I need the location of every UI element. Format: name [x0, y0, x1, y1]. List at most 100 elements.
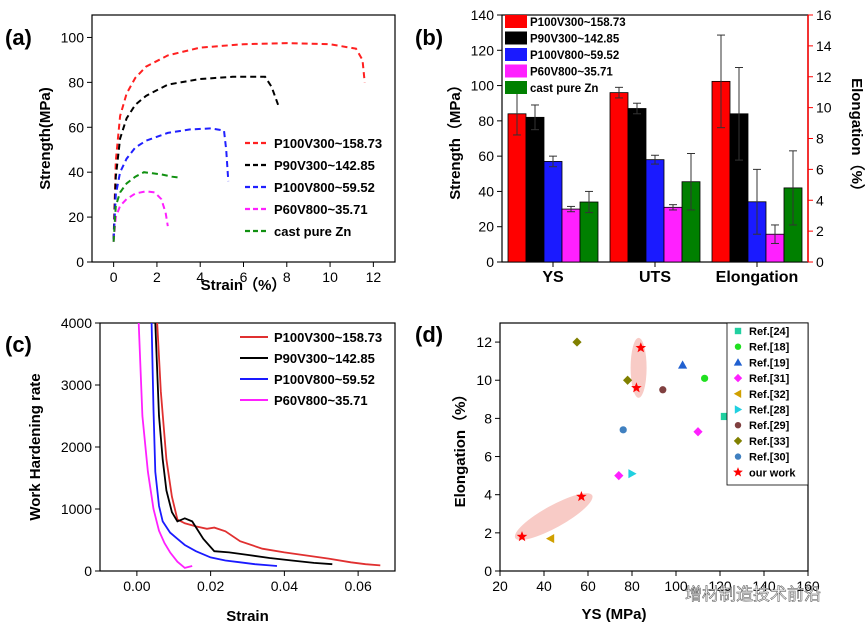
y-tick-label: 4 — [484, 487, 492, 503]
y-tick-label: 6 — [484, 449, 492, 465]
data-point — [614, 471, 624, 481]
y-axis-label: Strength（MPa） — [446, 77, 464, 200]
y-tick-label: 3000 — [61, 377, 92, 393]
data-point — [619, 426, 627, 434]
x-tick-label: 40 — [536, 578, 552, 594]
series-line — [156, 322, 381, 567]
y-tick-label: 140 — [471, 7, 495, 23]
legend-label: P100V800~59.52 — [530, 50, 619, 62]
x-tick-label: YS — [542, 269, 564, 286]
legend-label: P100V300~158.73 — [274, 330, 382, 345]
x-axis-label: YS (MPa) — [581, 606, 646, 623]
legend-swatch — [734, 453, 742, 460]
legend-label: P100V300~158.73 — [274, 136, 382, 151]
legend-label: P100V800~59.52 — [274, 372, 375, 387]
series-line — [112, 127, 230, 240]
legend-label: P90V300~142.85 — [274, 351, 375, 366]
highlight-ellipse — [514, 493, 593, 541]
x-tick-label: Elongation — [716, 269, 799, 286]
y-tick-label: 80 — [478, 113, 494, 129]
x-tick-label: 6 — [240, 269, 248, 285]
x-tick-label: 0.00 — [123, 578, 150, 594]
panel-label: (b) — [415, 25, 443, 50]
highlight-ellipse — [630, 337, 647, 398]
legend-label: cast pure Zn — [274, 224, 351, 239]
data-point — [720, 412, 728, 421]
y-axis-label: Work Hardening rate — [27, 373, 44, 520]
legend-swatch — [733, 373, 743, 383]
legend-swatch — [505, 31, 527, 45]
x-tick-label: UTS — [639, 269, 671, 286]
series-line — [137, 322, 193, 569]
x-tick-label: 4 — [196, 269, 204, 285]
bar — [525, 116, 545, 263]
series-line — [112, 75, 280, 240]
y-tick-label: 20 — [478, 219, 494, 235]
legend-swatch — [734, 327, 742, 335]
series-line — [150, 322, 278, 567]
legend-label: Ref.[31] — [749, 373, 790, 385]
legend-swatch — [733, 467, 743, 477]
x-tick-label: 0.06 — [345, 578, 372, 594]
legend-label: Ref.[28] — [749, 405, 790, 417]
y-tick-label: 10 — [476, 372, 492, 388]
x-tick-label: 160 — [796, 578, 820, 594]
legend-swatch — [733, 389, 742, 398]
legend-label: our work — [749, 467, 796, 479]
y-tick-label: 4000 — [61, 315, 92, 331]
y-tick-label: 1000 — [61, 501, 92, 517]
x-tick-label: 140 — [752, 578, 776, 594]
legend-swatch — [734, 422, 742, 429]
legend-label: P60V800~35.71 — [274, 202, 368, 217]
x-axis-label: Strain — [226, 608, 269, 625]
y-tick-label: 20 — [68, 209, 84, 225]
legend-label: P60V800~35.71 — [530, 67, 613, 79]
right-y-tick-label: 12 — [816, 69, 832, 85]
y-axis-label: Elongation（%） — [451, 387, 469, 508]
right-y-tick-label: 8 — [816, 131, 824, 147]
legend-label: Ref.[33] — [749, 436, 790, 448]
data-point — [628, 469, 637, 479]
legend-label: Ref.[32] — [749, 389, 790, 401]
data-point — [572, 337, 582, 347]
y-tick-label: 100 — [61, 29, 85, 45]
data-point — [635, 342, 647, 353]
y-tick-label: 0 — [84, 563, 92, 579]
data-point — [678, 360, 688, 369]
series-line — [154, 322, 333, 566]
legend-label: Ref.[24] — [749, 326, 790, 338]
data-point — [631, 382, 642, 393]
right-y-tick-label: 4 — [816, 192, 824, 208]
panel-label: (d) — [415, 322, 443, 347]
right-y-axis-label: Elongation（%） — [848, 78, 865, 199]
legend-swatch — [505, 64, 527, 78]
x-tick-label: 0 — [110, 269, 118, 285]
legend-label: P100V300~158.73 — [530, 17, 626, 29]
data-point — [701, 374, 709, 382]
legend-label: Ref.[19] — [749, 357, 790, 369]
x-tick-label: 60 — [580, 578, 596, 594]
legend-label: cast pure Zn — [530, 83, 598, 95]
data-point — [516, 531, 528, 542]
x-tick-label: 8 — [283, 269, 291, 285]
y-tick-label: 0 — [486, 254, 494, 270]
bar — [663, 206, 683, 263]
x-tick-label: 80 — [624, 578, 640, 594]
legend-swatch — [734, 405, 743, 414]
y-tick-label: 12 — [476, 334, 492, 350]
data-point — [576, 491, 587, 502]
right-y-tick-label: 0 — [816, 254, 824, 270]
legend-swatch — [505, 15, 527, 28]
right-y-tick-label: 6 — [816, 161, 824, 177]
y-tick-label: 120 — [471, 42, 495, 58]
y-tick-label: 40 — [478, 183, 494, 199]
x-tick-label: 100 — [664, 578, 688, 594]
y-tick-label: 60 — [478, 148, 494, 164]
bar — [543, 161, 563, 263]
right-y-tick-label: 10 — [816, 100, 832, 116]
right-y-tick-label: 14 — [816, 38, 832, 54]
y-tick-label: 40 — [68, 164, 84, 180]
panel-label: (c) — [5, 332, 32, 357]
legend-label: P60V800~35.71 — [274, 393, 368, 408]
